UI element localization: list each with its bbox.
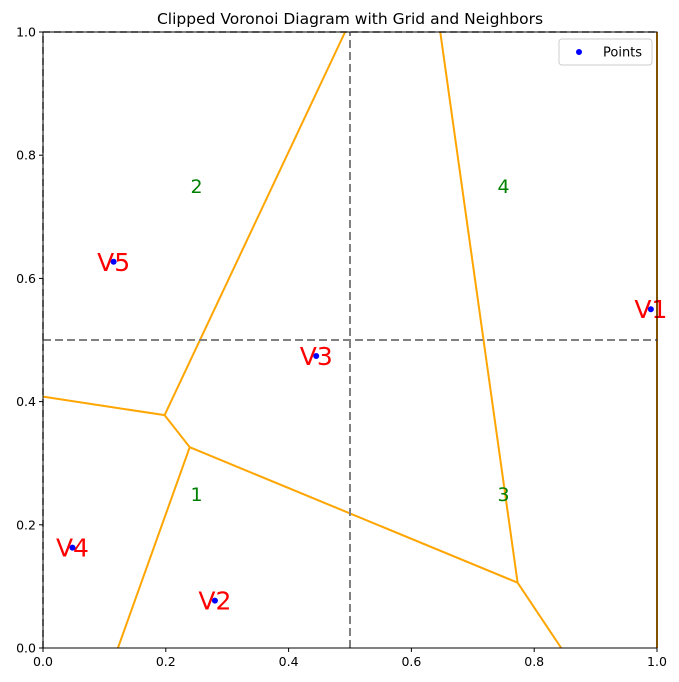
voronoi-edge-5 [189, 446, 519, 584]
data-point-v3 [313, 353, 320, 360]
x-tick-label: 1.0 [647, 654, 667, 669]
neighbor-label-1: 1 [190, 484, 202, 506]
x-tick-label: 0.0 [33, 654, 53, 669]
data-point-v1 [647, 306, 654, 313]
chart-title: Clipped Voronoi Diagram with Grid and Ne… [157, 10, 543, 28]
y-tick-label: 0.8 [16, 148, 36, 163]
voronoi-edge-2 [42, 395, 165, 417]
voronoi-edge-3 [163, 414, 191, 448]
voronoi-edge-4 [116, 446, 191, 649]
voronoi-edge-6 [516, 582, 563, 649]
data-point-v2 [211, 597, 218, 604]
data-point-v5 [110, 258, 117, 265]
y-tick-label: 1.0 [16, 25, 36, 40]
neighbor-label-3: 3 [497, 484, 509, 506]
voronoi-edge-7 [439, 31, 519, 583]
neighbor-label-2: 2 [190, 176, 202, 198]
legend-label: Points [603, 46, 642, 61]
y-tick-label: 0.0 [16, 641, 36, 656]
data-point-v4 [69, 544, 76, 551]
axes-frame [42, 31, 658, 649]
legend-marker [576, 49, 582, 55]
voronoi-edge-1 [163, 31, 346, 416]
y-tick-label: 0.6 [16, 271, 36, 286]
legend-box [558, 38, 653, 66]
x-tick-label: 0.6 [401, 654, 421, 669]
x-tick-label: 0.2 [156, 654, 176, 669]
x-tick-label: 0.4 [279, 654, 299, 669]
y-tick-label: 0.2 [16, 517, 36, 532]
neighbor-label-4: 4 [497, 176, 509, 198]
y-tick-label: 0.4 [16, 394, 36, 409]
x-tick-label: 0.8 [524, 654, 544, 669]
legend: Points [558, 38, 653, 66]
